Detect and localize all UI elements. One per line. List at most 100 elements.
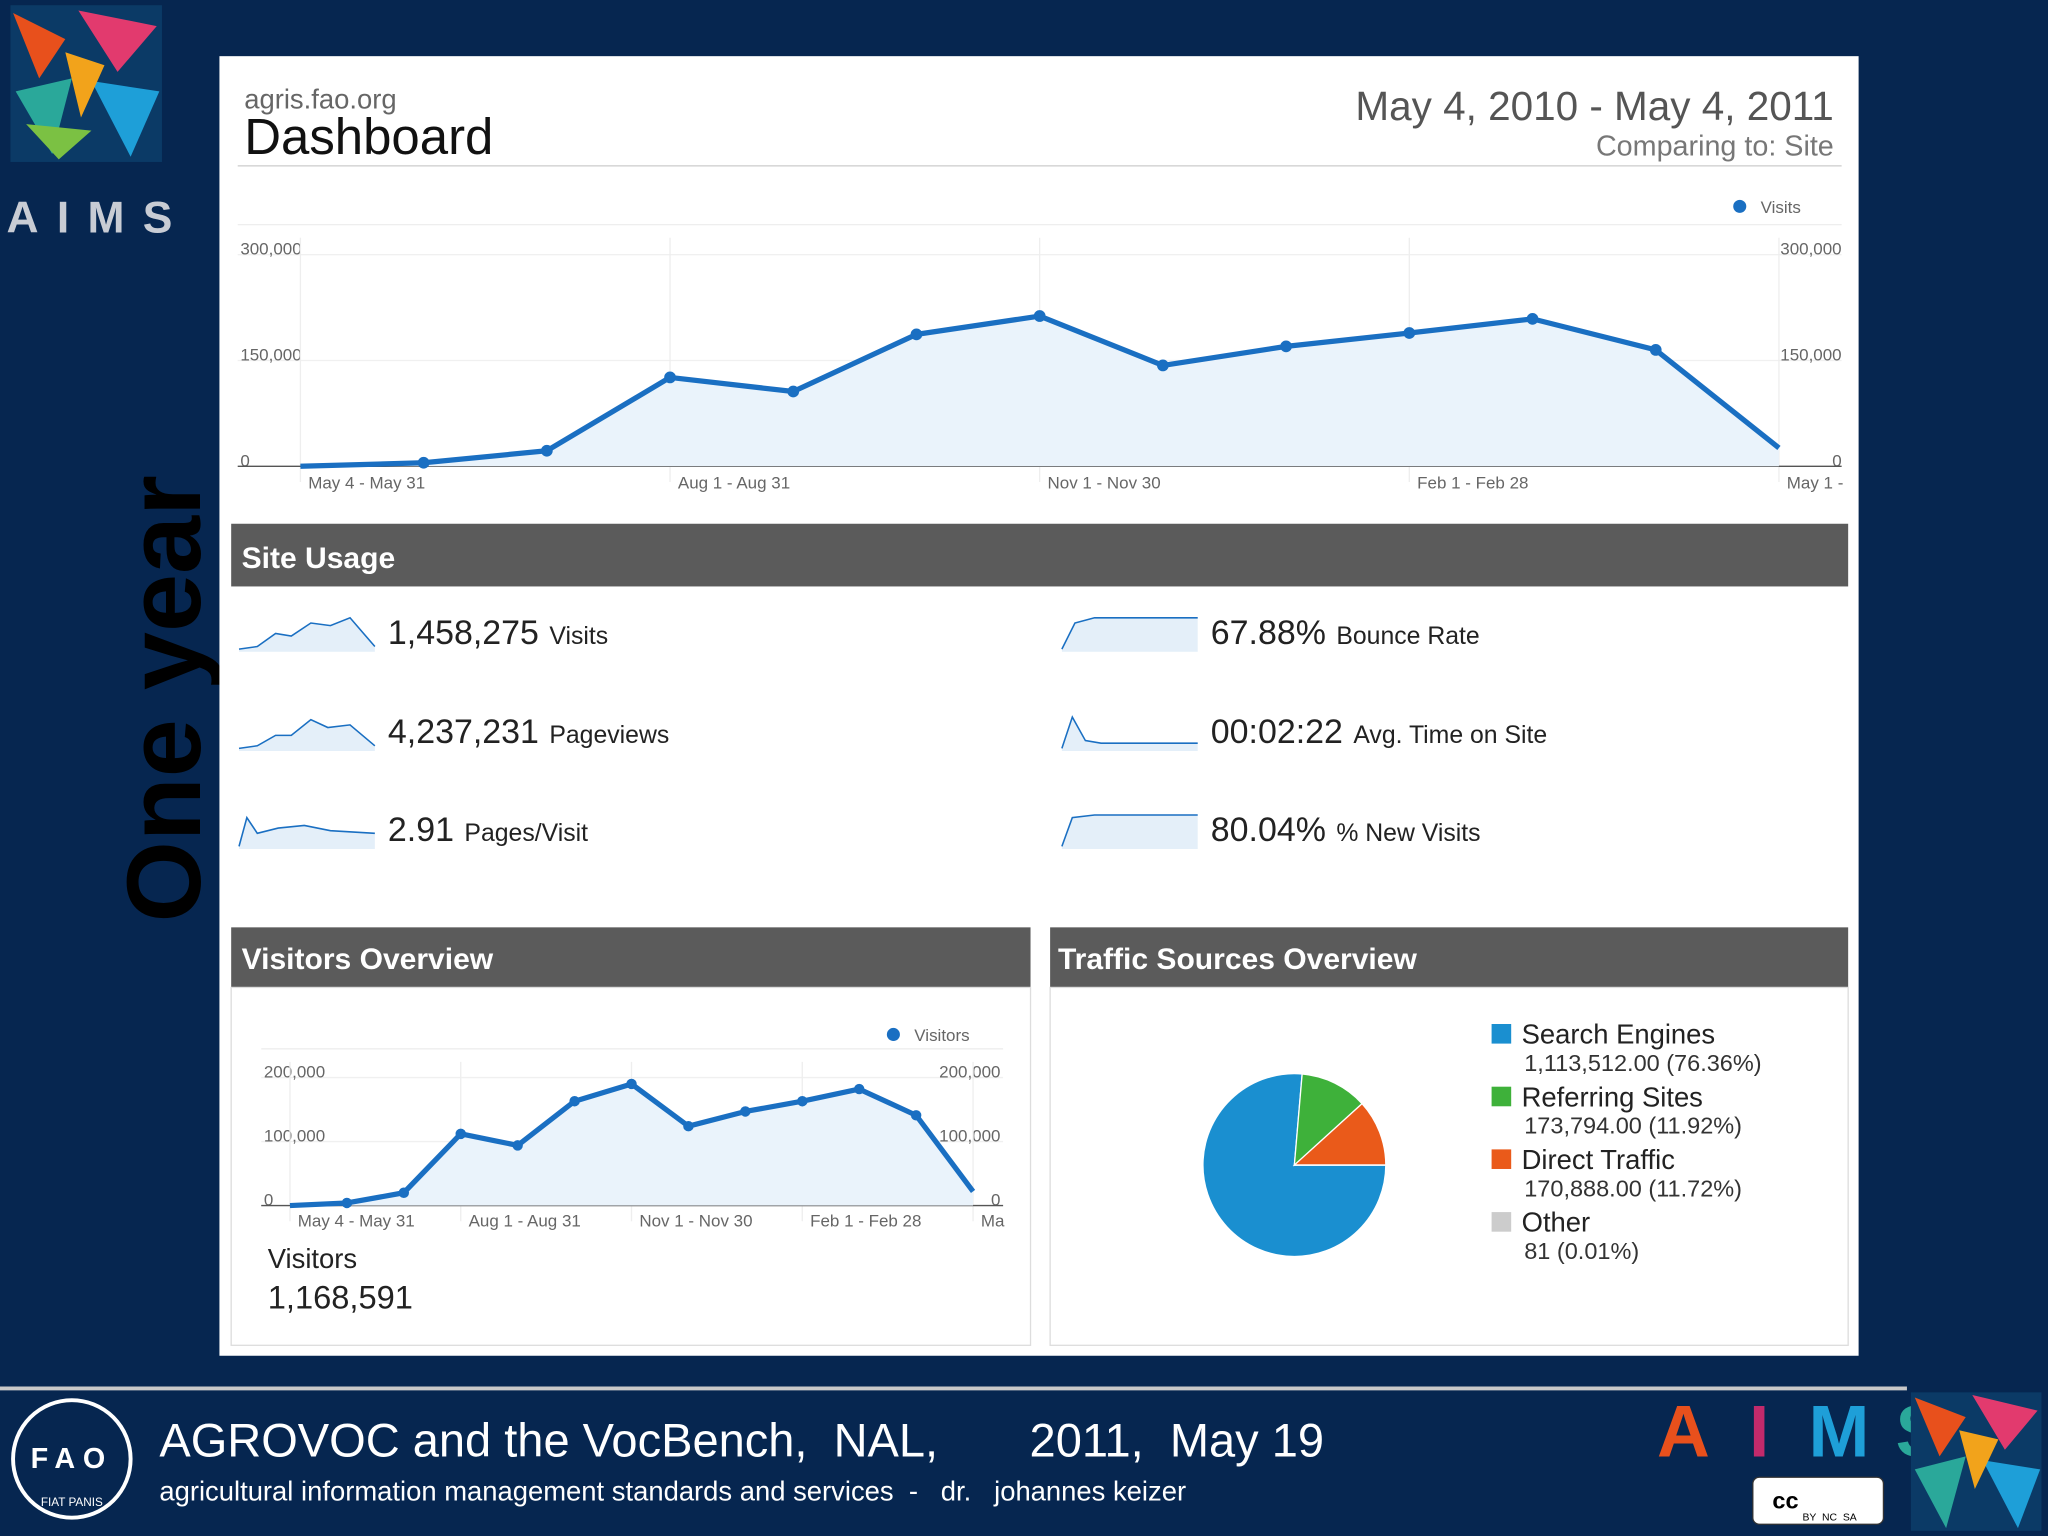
charts: 0 0 150,000 150,000 300,000 300,000 May 4 - Ma… — [237, 198, 1844, 1264]
x-tick-label: May 1 - — [1787, 473, 1844, 492]
summary-label: Visitors — [268, 1243, 357, 1274]
x-tick-label: Feb 1 - Feb 28 — [1417, 473, 1528, 492]
y-tick-label: 150,000 — [240, 345, 301, 364]
y2-tick-label: 150,000 — [1780, 345, 1841, 364]
metric-value: 00:02:22 — [1211, 713, 1343, 751]
metric-text: 1,458,275 Visits — [388, 614, 608, 652]
value-label: 1,113,512.00 (76.36%) — [1524, 1050, 1761, 1076]
footer-title: AGROVOC and the VocBench, NAL, 2011, May… — [159, 1413, 1324, 1466]
sparkline-area — [1061, 617, 1198, 652]
y2-tick-label: 0 — [1832, 451, 1841, 470]
legend-swatch — [1491, 1149, 1512, 1169]
comparing: Comparing to: Site — [1596, 130, 1834, 162]
point — [1403, 327, 1416, 339]
sparkline-area — [239, 617, 375, 652]
panel-border — [230, 986, 1032, 1346]
legend-label: Other — [1522, 1207, 1591, 1238]
section-title: Site Usage — [242, 542, 396, 575]
sparkline — [1061, 617, 1198, 650]
x-tick-label: Nov 1 - Nov 30 — [1048, 473, 1161, 492]
value-label: 81 (0.01%) — [1524, 1238, 1639, 1264]
y-tick-label: 0 — [240, 451, 249, 470]
metric-value: 80.04% — [1211, 811, 1326, 849]
metric: 67.88% Bounce Rate — [1061, 614, 1480, 652]
logo — [10, 5, 162, 162]
x-tick-label: May 4 - May 31 — [298, 1211, 415, 1230]
period-label: One year — [106, 475, 223, 922]
metric-value: 67.88% — [1211, 614, 1326, 652]
sparkline — [1061, 814, 1198, 847]
metric-value: 2.91 — [388, 811, 454, 849]
point — [417, 456, 430, 469]
x-tick-label: Aug 1 - Aug 31 — [469, 1211, 581, 1230]
point — [787, 385, 800, 398]
sparkline — [238, 815, 375, 847]
metric: 4,237,231 Pageviews — [238, 713, 669, 751]
point — [740, 1106, 751, 1117]
x-tick-label: May 4 - May 31 — [308, 473, 425, 492]
metric-label: % New Visits — [1336, 820, 1480, 847]
sparkline-area — [239, 817, 375, 849]
metric-label: Visits — [549, 623, 608, 650]
point — [797, 1096, 808, 1107]
value-label: 173,794.00 (11.92%) — [1524, 1113, 1742, 1139]
date-range: May 4, 2010 - May 4, 2011 — [1355, 83, 1833, 129]
point — [664, 371, 676, 384]
point — [341, 1197, 353, 1209]
metric-text: 00:02:22 Avg. Time on Site — [1211, 713, 1547, 751]
section-bar — [231, 927, 1031, 988]
legend-dot — [886, 1027, 900, 1041]
legend-label: Referring Sites — [1522, 1081, 1703, 1112]
point — [1157, 359, 1169, 372]
point — [569, 1096, 580, 1107]
y-tick-label: 100,000 — [264, 1127, 325, 1146]
area — [289, 1083, 974, 1206]
legend-label: Visits — [1761, 198, 1801, 217]
area — [300, 316, 1779, 467]
point — [910, 1110, 922, 1121]
y2-tick-label: 300,000 — [1780, 240, 1841, 259]
point — [683, 1120, 694, 1132]
footer-subtitle: agricultural information management stan… — [159, 1476, 1186, 1507]
point — [853, 1083, 865, 1095]
metric: 2.91 Pages/Visit — [238, 811, 588, 849]
metric-text: 80.04% % New Visits — [1211, 811, 1481, 849]
sparkline-area — [1061, 815, 1198, 849]
pie-slice — [1293, 1073, 1364, 1167]
metric: 80.04% % New Visits — [1061, 811, 1481, 849]
metric-value: 1,458,275 — [388, 614, 539, 652]
metric-label: Pages/Visit — [464, 820, 588, 847]
x-tick-label: Nov 1 - Nov 30 — [639, 1211, 752, 1230]
letter: M — [1809, 1391, 1870, 1472]
metric-label: Avg. Time on Site — [1353, 722, 1547, 749]
x-tick-label: Aug 1 - Aug 31 — [678, 473, 790, 492]
point — [398, 1187, 410, 1198]
letter: I — [1749, 1391, 1769, 1472]
legend-swatch — [1491, 1212, 1512, 1232]
metric-label: Pageviews — [549, 722, 669, 749]
sparkline — [238, 718, 376, 750]
pie-slice — [1292, 1102, 1387, 1166]
y-tick-label: 200,000 — [264, 1063, 325, 1082]
point — [1033, 310, 1046, 322]
cc-terms: BY NC SA — [1802, 1512, 1856, 1523]
y2-tick-label: 200,000 — [939, 1063, 1000, 1082]
fao-logo — [11, 1398, 133, 1520]
y-tick-label: 0 — [264, 1191, 273, 1210]
legend-label: Search Engines — [1522, 1019, 1716, 1050]
metric-label: Bounce Rate — [1336, 623, 1479, 650]
legend-swatch — [1491, 1024, 1512, 1044]
dashboard-title: Dashboard — [244, 108, 493, 165]
section-title: Visitors Overview — [242, 943, 494, 976]
legend-label: Visitors — [914, 1026, 969, 1045]
section-title: Traffic Sources Overview — [1058, 943, 1418, 976]
site-name: agris.fao.org — [244, 83, 396, 114]
point — [626, 1078, 637, 1090]
sparkline — [238, 616, 376, 650]
letter: A — [1657, 1391, 1710, 1472]
metric: 00:02:22 Avg. Time on Site — [1061, 713, 1547, 751]
section-bar — [1050, 927, 1849, 988]
pie-slice — [1202, 1072, 1387, 1258]
